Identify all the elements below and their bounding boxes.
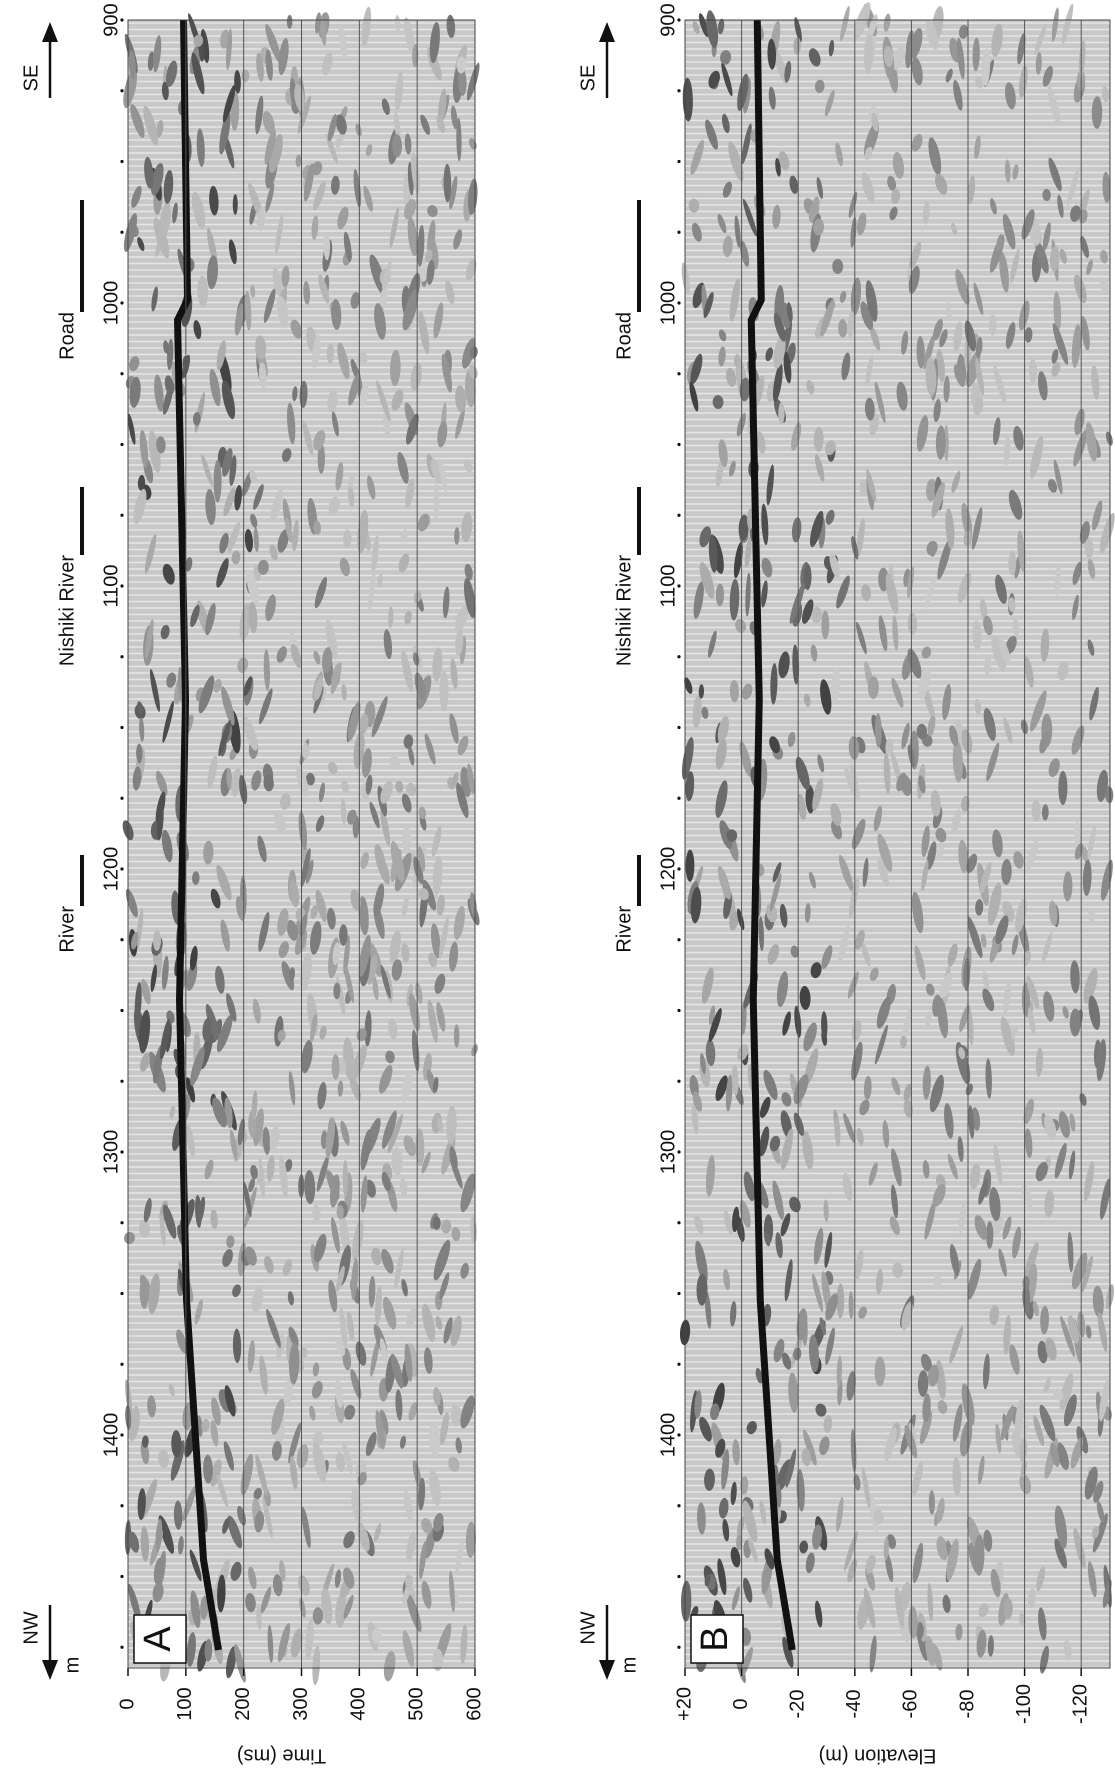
- minor-tick: [120, 89, 123, 92]
- landmark-label: Nishiki River: [613, 555, 635, 666]
- panel-letter: A: [137, 1626, 179, 1652]
- seismic-section: [120, 6, 482, 1685]
- minor-tick: [677, 231, 680, 234]
- minor-tick: [120, 231, 123, 234]
- minor-tick: [677, 89, 680, 92]
- axis-title: Elevation (m): [819, 1745, 937, 1767]
- minor-tick: [677, 1646, 680, 1649]
- unit-label: m: [61, 1657, 83, 1674]
- distance-tick-label: 1400: [657, 1413, 679, 1458]
- depth-tick-label: +20: [673, 1687, 695, 1721]
- axis-title: Time (ms): [237, 1745, 326, 1767]
- minor-tick: [677, 160, 680, 163]
- direction-label: NW: [20, 1611, 42, 1644]
- minor-tick: [677, 1504, 680, 1507]
- minor-tick: [677, 1009, 680, 1012]
- minor-tick: [120, 1009, 123, 1012]
- minor-tick: [677, 1080, 680, 1083]
- minor-tick: [677, 1575, 680, 1578]
- depth-tick-label: 300: [290, 1687, 312, 1720]
- distance-tick-label: 1000: [657, 281, 679, 326]
- direction-label: SE: [20, 65, 42, 92]
- distance-tick-label: 900: [100, 3, 122, 36]
- depth-tick-label: -80: [956, 1690, 978, 1719]
- depth-tick-label: 200: [232, 1687, 254, 1720]
- minor-tick: [120, 726, 123, 729]
- direction-label: SE: [577, 65, 599, 92]
- reflector: [875, 1357, 886, 1387]
- depth-tick-label: -20: [786, 1690, 808, 1719]
- reflector: [454, 1024, 460, 1048]
- minor-tick: [120, 514, 123, 517]
- reflector: [821, 611, 829, 640]
- distance-tick-label: 1200: [100, 847, 122, 892]
- depth-tick-label: 100: [174, 1687, 196, 1720]
- minor-tick: [677, 1221, 680, 1224]
- distance-tick-label: 1000: [100, 281, 122, 326]
- minor-tick: [677, 655, 680, 658]
- landmark-label: River: [613, 906, 635, 953]
- landmark-label: River: [56, 906, 78, 953]
- minor-tick: [677, 797, 680, 800]
- seismic-section: [679, 0, 1115, 1683]
- distance-tick-label: 1100: [657, 564, 679, 607]
- depth-tick-label: 0: [116, 1698, 138, 1709]
- depth-tick-label: 0: [730, 1698, 752, 1709]
- minor-tick: [120, 1504, 123, 1507]
- landmark-label: Road: [613, 312, 635, 360]
- minor-tick: [677, 514, 680, 517]
- arrow-head: [42, 22, 58, 42]
- minor-tick: [120, 443, 123, 446]
- minor-tick: [120, 372, 123, 375]
- distance-tick-label: 1200: [657, 847, 679, 892]
- minor-tick: [120, 1080, 123, 1083]
- reflector: [1058, 771, 1067, 805]
- direction-label: NW: [577, 1611, 599, 1644]
- minor-tick: [677, 443, 680, 446]
- minor-tick: [120, 160, 123, 163]
- figure: 0 100 200 300 400 500 600 Time (ms) 900 1000 1100 1…: [0, 0, 1115, 1780]
- depth-tick-label: 400: [348, 1687, 370, 1720]
- minor-tick: [677, 1363, 680, 1366]
- minor-tick: [120, 797, 123, 800]
- distance-tick-label: 900: [657, 3, 679, 36]
- arrow-head: [599, 22, 615, 42]
- minor-tick: [120, 655, 123, 658]
- reflector: [343, 530, 352, 548]
- minor-tick: [120, 1363, 123, 1366]
- arrow-head: [599, 1660, 615, 1680]
- depth-tick-label: 500: [405, 1687, 427, 1720]
- depth-tick-label: -60: [900, 1690, 922, 1719]
- minor-tick: [120, 1221, 123, 1224]
- reflector: [214, 460, 222, 503]
- reflector: [686, 850, 695, 882]
- reflector: [1008, 551, 1016, 576]
- minor-tick: [677, 938, 680, 941]
- panel-letter: B: [694, 1626, 736, 1651]
- minor-tick: [677, 1292, 680, 1295]
- depth-tick-label: -100: [1013, 1684, 1035, 1724]
- depth-tick-label: -120: [1069, 1684, 1091, 1724]
- minor-tick: [120, 1575, 123, 1578]
- unit-label: m: [618, 1657, 640, 1674]
- minor-tick: [677, 372, 680, 375]
- distance-tick-label: 1400: [100, 1413, 122, 1458]
- depth-tick-label: 600: [463, 1687, 485, 1720]
- reflector: [332, 1054, 340, 1080]
- depth-tick-label: -40: [843, 1690, 865, 1719]
- distance-tick-label: 1300: [657, 1130, 679, 1175]
- reflector: [402, 826, 411, 853]
- minor-tick: [120, 938, 123, 941]
- distance-tick-label: 1300: [100, 1130, 122, 1175]
- minor-tick: [120, 1646, 123, 1649]
- distance-tick-label: 1100: [100, 564, 122, 607]
- minor-tick: [120, 1292, 123, 1295]
- arrow-head: [42, 1660, 58, 1680]
- landmark-label: Road: [56, 312, 78, 360]
- minor-tick: [677, 726, 680, 729]
- landmark-label: Nishiki River: [56, 555, 78, 666]
